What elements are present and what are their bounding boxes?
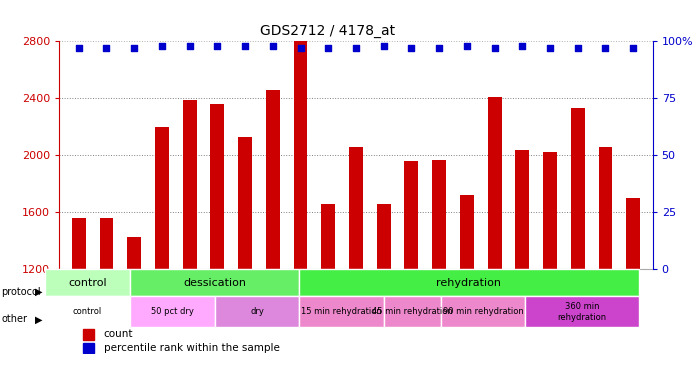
Bar — [515, 150, 529, 269]
Text: 15 min rehydration: 15 min rehydration — [302, 308, 383, 316]
Bar — [130, 296, 215, 327]
Point — [461, 43, 473, 49]
Point — [156, 43, 168, 49]
Point — [322, 45, 334, 51]
Point — [433, 45, 445, 51]
Bar — [45, 269, 130, 296]
Text: 45 min rehydration: 45 min rehydration — [372, 308, 453, 316]
Text: percentile rank within the sample: percentile rank within the sample — [104, 343, 280, 353]
Text: count: count — [104, 329, 133, 339]
Bar — [599, 147, 612, 269]
Bar — [349, 147, 363, 269]
Bar — [299, 269, 639, 296]
Bar — [130, 269, 299, 296]
Bar — [432, 160, 446, 269]
Text: dessication: dessication — [183, 278, 246, 288]
Bar — [321, 204, 335, 269]
Point — [295, 45, 306, 51]
Text: dry: dry — [250, 308, 264, 316]
Bar — [526, 296, 639, 327]
Text: other: other — [1, 315, 27, 324]
Bar — [155, 127, 169, 269]
Point — [544, 45, 556, 51]
Bar — [488, 97, 502, 269]
Bar — [127, 237, 141, 269]
Point — [489, 45, 500, 51]
Bar — [294, 41, 307, 269]
Text: 90 min rehydration: 90 min rehydration — [443, 308, 524, 316]
Point — [128, 45, 140, 51]
Point — [73, 45, 84, 51]
Text: ▶: ▶ — [35, 315, 43, 324]
Bar — [440, 296, 526, 327]
Bar — [384, 296, 440, 327]
Text: control: control — [68, 278, 107, 288]
Point — [350, 45, 362, 51]
Point — [184, 43, 195, 49]
Bar — [45, 296, 130, 327]
Point — [600, 45, 611, 51]
Bar — [215, 296, 299, 327]
Bar — [299, 296, 384, 327]
Point — [628, 45, 639, 51]
Bar — [626, 198, 640, 269]
Text: control: control — [73, 308, 102, 316]
Bar — [72, 218, 86, 269]
Bar — [266, 90, 280, 269]
Bar — [460, 195, 474, 269]
Bar — [210, 104, 224, 269]
Point — [517, 43, 528, 49]
Text: rehydration: rehydration — [436, 278, 501, 288]
Point — [267, 43, 279, 49]
Text: protocol: protocol — [1, 287, 41, 297]
Point — [378, 43, 389, 49]
Bar — [83, 329, 94, 339]
Text: GDS2712 / 4178_at: GDS2712 / 4178_at — [260, 24, 396, 38]
Text: ▶: ▶ — [35, 287, 43, 297]
Bar — [83, 343, 94, 353]
Text: 360 min
rehydration: 360 min rehydration — [558, 302, 607, 322]
Bar — [238, 137, 252, 269]
Point — [406, 45, 417, 51]
Bar — [377, 204, 391, 269]
Point — [572, 45, 584, 51]
Bar — [183, 100, 197, 269]
Point — [211, 43, 223, 49]
Point — [239, 43, 251, 49]
Bar — [543, 153, 557, 269]
Bar — [100, 218, 113, 269]
Text: 50 pct dry: 50 pct dry — [151, 308, 194, 316]
Bar — [571, 108, 585, 269]
Bar — [405, 161, 418, 269]
Point — [101, 45, 112, 51]
